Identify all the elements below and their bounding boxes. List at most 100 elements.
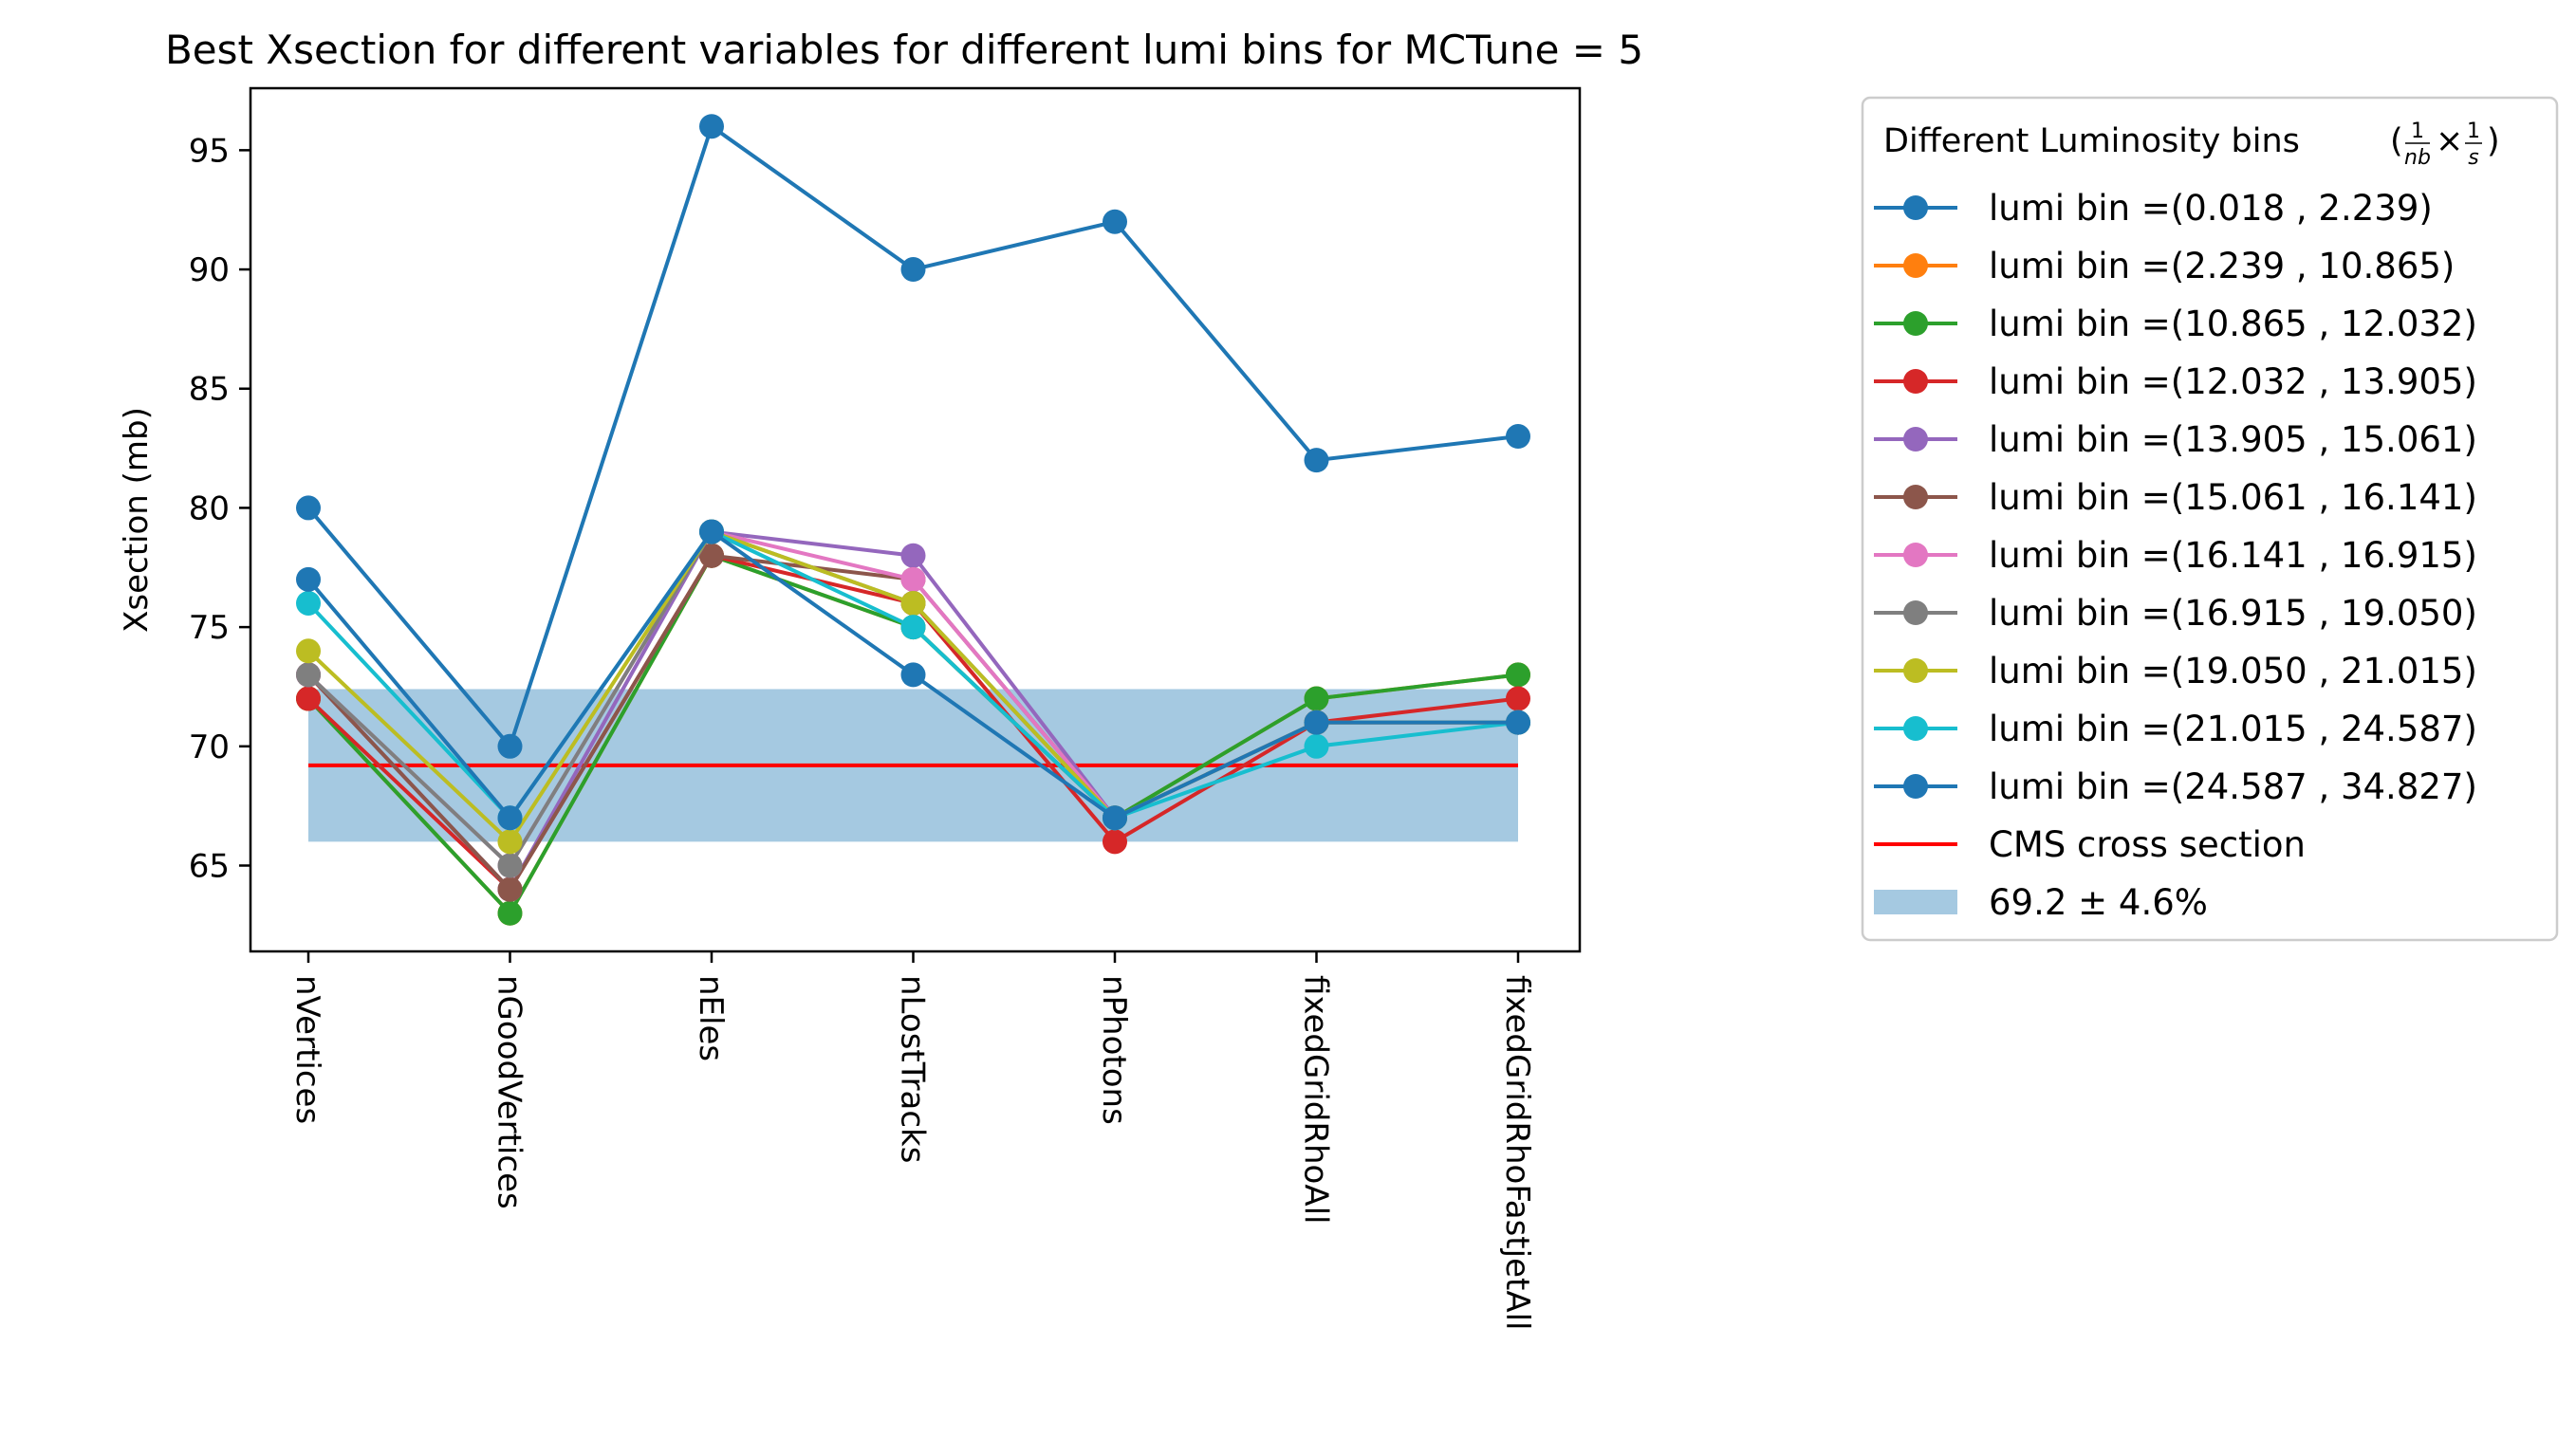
y-tick-label: 75 xyxy=(189,609,230,647)
legend-entry: lumi bin =(16.915 , 19.050) xyxy=(1874,593,2477,634)
legend-entry: lumi bin =(24.587 , 34.827) xyxy=(1874,766,2477,807)
data-point xyxy=(1506,662,1530,688)
y-tick-label: 70 xyxy=(189,728,230,766)
legend-unit-times: × xyxy=(2436,122,2463,160)
data-point xyxy=(1304,733,1329,759)
series-line xyxy=(306,124,1519,748)
legend-entry: lumi bin =(21.015 , 24.587) xyxy=(1874,709,2477,749)
legend-marker xyxy=(1903,195,1928,220)
legend-marker xyxy=(1903,311,1928,336)
legend-marker xyxy=(1903,658,1928,683)
data-point xyxy=(296,686,321,711)
x-axis: nVertices nGoodVertices nEles nLostTracks nP… xyxy=(288,951,1536,1330)
data-point xyxy=(1506,424,1530,450)
legend-entry: lumi bin =(10.865 , 12.032) xyxy=(1874,304,2477,344)
data-point xyxy=(296,566,321,592)
legend-marker xyxy=(1903,369,1928,394)
data-point xyxy=(497,733,523,759)
legend-entry: lumi bin =(0.018 , 2.239) xyxy=(1874,188,2433,229)
legend-entry: lumi bin =(2.239 , 10.865) xyxy=(1874,246,2455,286)
data-point xyxy=(1103,829,1127,855)
data-point xyxy=(497,853,523,878)
legend-unit-num1: 1 xyxy=(2411,120,2424,143)
data-point xyxy=(1304,448,1329,473)
series-layer xyxy=(296,114,1530,926)
legend-title-unit: ( 1 nb × 1 s ) xyxy=(2390,120,2500,170)
legend-marker xyxy=(1903,600,1928,625)
legend-entry: lumi bin =(16.141 , 16.915) xyxy=(1874,535,2477,576)
legend-title: Different Luminosity bins xyxy=(1883,122,2300,160)
data-point xyxy=(1506,686,1530,711)
legend-marker xyxy=(1903,485,1928,509)
legend-label: lumi bin =(12.032 , 13.905) xyxy=(1989,361,2477,402)
x-tick-label: nVertices xyxy=(288,975,326,1124)
data-point xyxy=(1103,805,1127,831)
data-point xyxy=(900,662,926,688)
y-tick-label: 85 xyxy=(189,371,230,409)
data-point xyxy=(1103,209,1127,234)
legend-label: lumi bin =(13.905 , 15.061) xyxy=(1989,419,2477,460)
legend-box xyxy=(1861,96,2559,942)
data-point xyxy=(900,590,926,616)
x-tick-label: nEles xyxy=(692,975,730,1061)
data-point xyxy=(699,114,724,139)
legend-label: lumi bin =(0.018 , 2.239) xyxy=(1989,188,2433,229)
legend-marker xyxy=(1903,427,1928,452)
x-tick-label: nGoodVertices xyxy=(491,975,528,1209)
data-point xyxy=(1304,686,1329,711)
series-11 xyxy=(296,519,1530,831)
data-point xyxy=(1506,710,1530,735)
x-tick-label: fixedGridRhoAll xyxy=(1297,975,1335,1224)
legend-label: lumi bin =(10.865 , 12.032) xyxy=(1989,304,2477,344)
legend-label: lumi bin =(16.915 , 19.050) xyxy=(1989,593,2477,634)
legend-label: lumi bin =(16.141 , 16.915) xyxy=(1989,535,2477,576)
legend-label: 69.2 ± 4.6% xyxy=(1989,882,2208,923)
data-point xyxy=(497,805,523,831)
y-tick-label: 90 xyxy=(189,251,230,289)
legend-unit-close: ) xyxy=(2487,122,2500,160)
data-point xyxy=(900,257,926,283)
data-point xyxy=(497,876,523,902)
data-point xyxy=(699,519,724,544)
y-tick-label: 95 xyxy=(189,132,230,170)
data-point xyxy=(699,543,724,568)
legend-marker xyxy=(1903,543,1928,567)
y-axis-label: Xsection (mb) xyxy=(118,407,156,633)
legend-marker xyxy=(1903,716,1928,741)
legend-entry: lumi bin =(12.032 , 13.905) xyxy=(1874,361,2477,402)
legend-unit-open: ( xyxy=(2390,122,2403,160)
legend-entry: lumi bin =(13.905 , 15.061) xyxy=(1874,419,2477,460)
legend-entry: 69.2 ± 4.6% xyxy=(1874,882,2208,923)
legend-unit-den2: s xyxy=(2468,146,2478,170)
data-point xyxy=(296,662,321,688)
legend-entries: lumi bin =(0.018 , 2.239) lumi bin =(2.23… xyxy=(1874,188,2477,923)
x-tick-label: fixedGridRhoFastjetAll xyxy=(1498,975,1536,1330)
data-point xyxy=(1304,710,1329,735)
legend-label: lumi bin =(21.015 , 24.587) xyxy=(1989,709,2477,749)
legend-title-text: Different Luminosity bins xyxy=(1883,122,2300,160)
legend-label: lumi bin =(24.587 , 34.827) xyxy=(1989,766,2477,807)
legend-label: CMS cross section xyxy=(1989,824,2306,865)
data-point xyxy=(296,638,321,664)
data-point xyxy=(900,566,926,592)
legend-entry: lumi bin =(19.050 , 21.015) xyxy=(1874,651,2477,691)
y-axis: 65 70 75 80 85 90 95 xyxy=(189,132,250,886)
legend-label: lumi bin =(19.050 , 21.015) xyxy=(1989,651,2477,691)
y-tick-label: 65 xyxy=(189,848,230,886)
legend-unit-num2: 1 xyxy=(2467,120,2480,143)
legend-label: lumi bin =(2.239 , 10.865) xyxy=(1989,246,2455,286)
series-1 xyxy=(296,114,1530,759)
data-point xyxy=(296,590,321,616)
legend-marker xyxy=(1903,774,1928,799)
data-point xyxy=(497,900,523,926)
legend-unit-den1: nb xyxy=(2404,146,2431,170)
legend: Different Luminosity bins ( 1 nb × 1 s )… xyxy=(1861,96,2559,942)
x-tick-label: nPhotons xyxy=(1095,975,1133,1125)
data-point xyxy=(296,495,321,521)
legend-label: lumi bin =(15.061 , 16.141) xyxy=(1989,477,2477,518)
legend-entry: CMS cross section xyxy=(1874,824,2306,865)
y-tick-label: 80 xyxy=(189,489,230,527)
x-tick-label: nLostTracks xyxy=(894,975,932,1163)
data-point xyxy=(900,543,926,568)
